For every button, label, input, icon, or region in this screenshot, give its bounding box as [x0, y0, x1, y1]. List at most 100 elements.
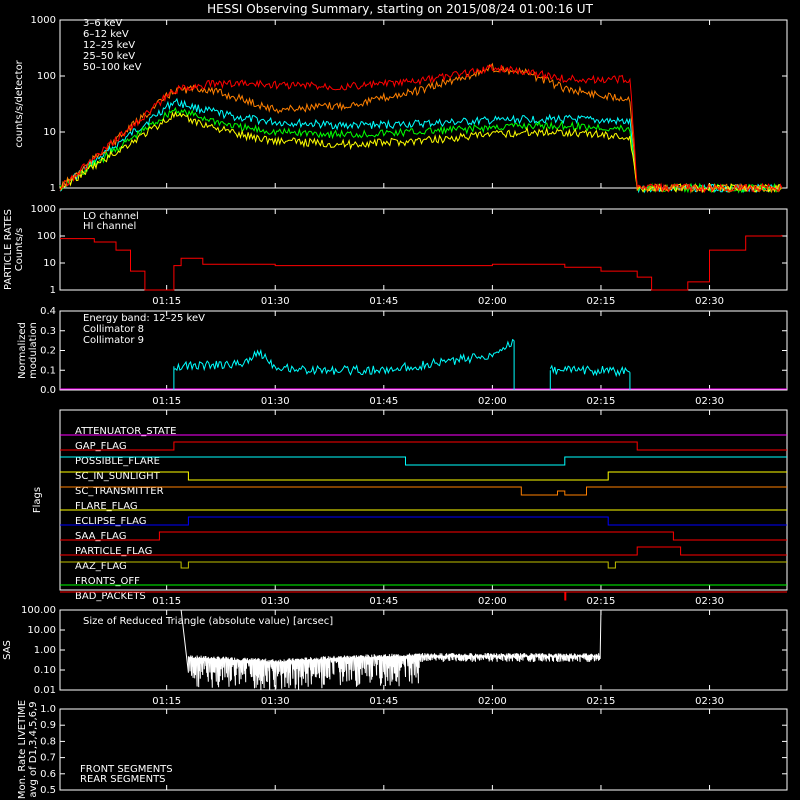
particle-xtick-label: 02:00: [478, 296, 507, 307]
flag-label-possible_flare: POSSIBLE_FLARE: [75, 456, 160, 467]
counts-legend-entry: 25–50 keV: [83, 51, 135, 62]
sas-ytick-label: 100.00: [21, 605, 56, 616]
collimator-8-trace: [173, 338, 515, 376]
flags-xtick-label: 02:00: [478, 596, 507, 607]
flag-trace-aaz_flag: [60, 561, 787, 569]
particle-legend-entry: HI channel: [83, 221, 136, 232]
livetime-ytick-label: 0.7: [40, 753, 56, 764]
counts-ytick-label: 1: [50, 183, 56, 194]
sas-ylabel: SAS: [2, 640, 13, 660]
flag-label-aaz_flag: AAZ_FLAG: [75, 561, 127, 572]
flag-trace-sc_transmitter: [60, 486, 787, 496]
sas-ytick-label: 0.01: [34, 685, 56, 696]
flags-xtick-label: 02:15: [587, 596, 616, 607]
modulation-legend-entry: Collimator 8: [83, 324, 144, 335]
counts-legend-entry: 3–6 keV: [83, 18, 122, 29]
flag-label-saa_flag: SAA_FLAG: [75, 531, 126, 542]
flag-label-sc_in_sunlight: SC_IN_SUNLIGHT: [75, 471, 161, 482]
figure-title: HESSI Observing Summary, starting on 201…: [207, 2, 593, 16]
flag-trace-particle_flag: [60, 546, 787, 556]
counts-ytick-label: 10: [43, 127, 56, 138]
counts-panel-frame: [59, 19, 788, 189]
counts-legend-entry: 50–100 keV: [83, 62, 142, 73]
modulation-legend-entry: Collimator 9: [83, 335, 144, 346]
flag-trace-eclipse_flag: [60, 516, 787, 526]
flag-label-sc_transmitter: SC_TRANSMITTER: [75, 486, 164, 497]
particle-xtick-label: 01:45: [369, 296, 398, 307]
sas-triangle-trace: [180, 609, 602, 691]
livetime-ytick-label: 0.9: [40, 720, 56, 731]
flags-xtick-label: 01:15: [152, 596, 181, 607]
flags-xtick-label: 01:30: [261, 596, 290, 607]
particle-ytick-label: 10: [43, 258, 56, 269]
particle-ylabel-line: Counts/s: [14, 228, 25, 272]
flags-ylabel-line: Flags: [32, 487, 43, 513]
flag-label-attenuator_state: ATTENUATOR_STATE: [75, 426, 176, 437]
counts-legend-entry: 6–12 keV: [83, 29, 129, 40]
modulation-ylabel: Normalizedmodulation: [17, 322, 39, 379]
livetime-ytick-label: 1.0: [40, 704, 56, 715]
flag-label-bad_packets: BAD_PACKETS: [75, 591, 146, 602]
livetime-panel-frame: [59, 708, 788, 791]
flags-ylabel: Flags: [32, 487, 43, 513]
modulation-ytick-label: 0.1: [40, 365, 56, 376]
counts-series-50–100 keV: [59, 97, 783, 194]
sas-annotation: Size of Reduced Triangle (absolute value…: [83, 616, 333, 627]
particle-ytick-label: 100: [37, 231, 56, 242]
particle-xtick-label: 01:15: [152, 296, 181, 307]
livetime-ytick-label: 0.6: [40, 769, 56, 780]
flag-label-flare_flag: FLARE_FLAG: [75, 501, 138, 512]
counts-series-3–6 keV: [59, 63, 783, 194]
counts-legend-entry: 12–25 keV: [83, 40, 135, 51]
particle-xtick-label: 01:30: [261, 296, 290, 307]
sas-xtick-label: 01:30: [261, 696, 290, 707]
particle-ylabel: PARTICLE RATESCounts/s: [3, 209, 25, 290]
livetime-legend-entry: REAR SEGMENTS: [80, 774, 166, 785]
flag-trace-bad_packets: [60, 591, 787, 601]
particle-legend-entry: LO channel: [83, 211, 139, 222]
flags-xtick-label: 01:45: [369, 596, 398, 607]
sas-xtick-label: 02:30: [695, 696, 724, 707]
flag-trace-gap_flag: [60, 441, 787, 451]
particle-ytick-label: 1000: [31, 204, 56, 215]
modulation-xtick-label: 01:45: [369, 396, 398, 407]
counts-ytick-label: 100: [37, 71, 56, 82]
modulation-ylabel-line: modulation: [28, 322, 39, 379]
modulation-ytick-label: 0.0: [40, 385, 56, 396]
livetime-ylabel-line: Mon. Rate LIVETIME: [17, 700, 28, 799]
sas-xtick-label: 01:15: [152, 696, 181, 707]
modulation-ytick-label: 0.3: [40, 326, 56, 337]
sas-ylabel-line: SAS: [2, 640, 13, 660]
livetime-ytick-label: 0.8: [40, 736, 56, 747]
modulation-xtick-label: 02:00: [478, 396, 507, 407]
flags-xtick-label: 02:30: [695, 596, 724, 607]
collimator-8-trace: [549, 364, 631, 378]
flag-label-particle_flag: PARTICLE_FLAG: [75, 546, 152, 557]
flags-panel-frame: [59, 409, 788, 591]
livetime-legend-entry: FRONT SEGMENTS: [80, 764, 173, 775]
modulation-ytick-label: 0.2: [40, 346, 56, 357]
modulation-ytick-label: 0.4: [40, 306, 56, 317]
particle-ylabel-line: PARTICLE RATES: [3, 209, 14, 290]
particle-rate-line: [60, 234, 783, 291]
flag-label-gap_flag: GAP_FLAG: [75, 441, 127, 452]
flag-trace-sc_in_sunlight: [60, 471, 787, 481]
counts-ylabel-line: counts/s/detector: [14, 59, 25, 147]
counts-series-6–12 keV: [59, 62, 783, 194]
livetime-ytick-label: 0.5: [40, 785, 56, 796]
sas-ytick-label: 0.10: [34, 665, 56, 676]
flag-label-eclipse_flag: ECLIPSE_FLAG: [75, 516, 146, 527]
sas-xtick-label: 02:15: [587, 696, 616, 707]
livetime-ylabel-line: avg of D1,3,4,5,6,9: [28, 701, 39, 797]
modulation-xtick-label: 02:15: [587, 396, 616, 407]
flag-trace-saa_flag: [60, 531, 787, 541]
modulation-xtick-label: 01:15: [152, 396, 181, 407]
flag-trace-possible_flare: [60, 456, 787, 466]
modulation-energy-band: Energy band: 12–25 keV: [83, 313, 205, 324]
counts-ylabel: counts/s/detector: [14, 59, 25, 147]
modulation-xtick-label: 02:30: [695, 396, 724, 407]
particle-xtick-label: 02:30: [695, 296, 724, 307]
particle-panel-frame: [59, 208, 788, 291]
